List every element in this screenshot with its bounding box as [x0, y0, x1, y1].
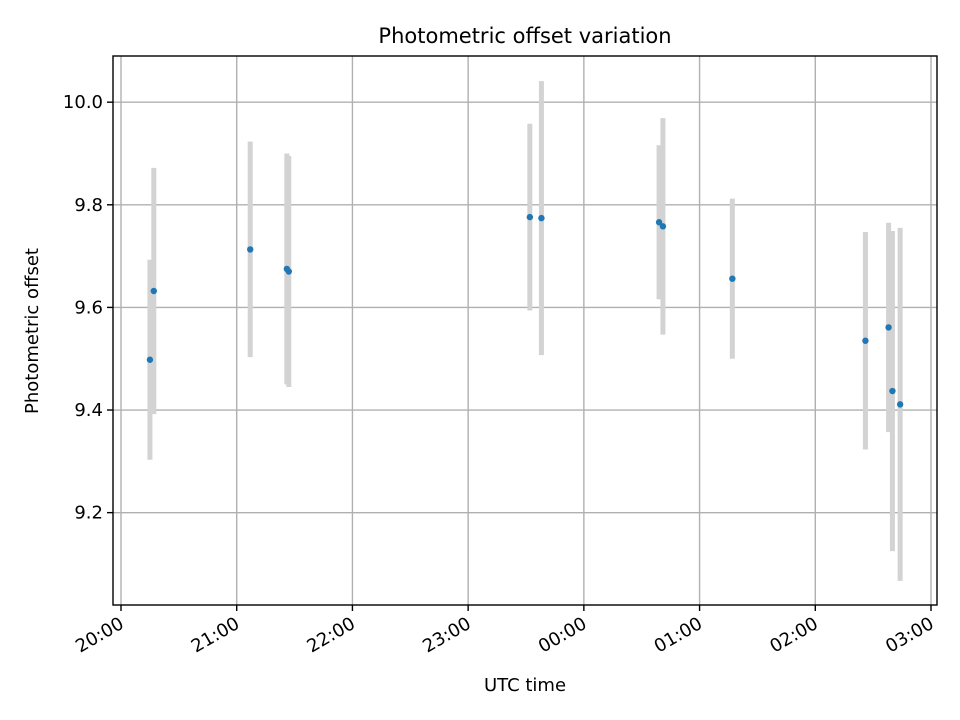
data-point [885, 324, 892, 331]
y-tick-label: 9.4 [74, 400, 103, 421]
data-point [538, 214, 545, 222]
data-points [146, 213, 904, 408]
data-point [655, 219, 663, 226]
y-axis-label: Photometric offset [22, 248, 43, 414]
x-axis-ticks: 20:00 21:00 22:00 23:00 00:00 01:00 02:00 03:00 [72, 605, 938, 657]
data-point [247, 246, 254, 253]
x-tick-label: 01:00 [651, 613, 706, 657]
data-point [659, 223, 667, 230]
error-bars [147, 81, 903, 581]
data-point [150, 287, 157, 295]
x-tick-label: 20:00 [72, 613, 127, 657]
x-tick-label: 03:00 [882, 613, 937, 657]
data-point [862, 337, 869, 344]
x-tick-label: 00:00 [535, 613, 590, 657]
y-tick-label: 9.8 [74, 195, 103, 216]
grid-lines [113, 56, 937, 605]
y-tick-label: 9.6 [74, 297, 103, 318]
x-tick-label: 21:00 [188, 613, 243, 657]
data-point [889, 387, 896, 395]
data-point [285, 268, 292, 275]
x-axis-label: UTC time [484, 675, 566, 696]
data-point [146, 356, 154, 363]
x-tick-label: 02:00 [766, 613, 821, 657]
x-tick-label: 22:00 [304, 613, 359, 657]
plot-frame [112, 55, 938, 606]
x-tick-label: 23:00 [419, 613, 474, 657]
data-point [729, 275, 736, 282]
data-point [526, 213, 534, 221]
y-tick-label: 10.0 [63, 92, 103, 113]
chart-title: Photometric offset variation [378, 24, 671, 48]
data-point [896, 401, 904, 408]
y-axis-ticks: 9.2 9.4 9.6 9.8 10.0 [63, 92, 113, 524]
y-tick-label: 9.2 [74, 503, 103, 524]
